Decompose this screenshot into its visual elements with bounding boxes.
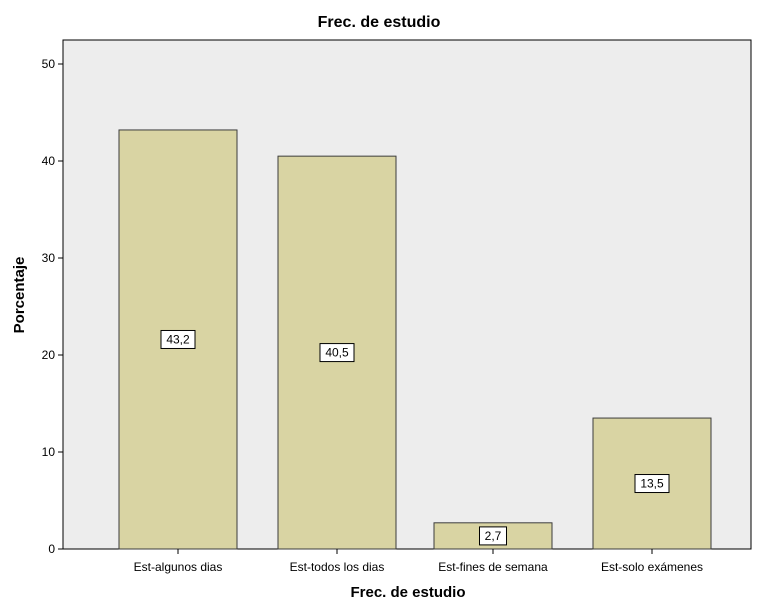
data-label-box [160,329,196,349]
x-tick-label: Est-algunos dias [134,560,223,574]
data-label: 43,2 [160,329,196,349]
data-label-text: 40,5 [325,346,349,360]
data-label-box [634,474,670,494]
x-axis: Est-algunos dias Est-todos los dias Est-fi… [134,549,703,574]
x-tick-label: Est-fines de semana [438,560,548,574]
y-axis: 0 10 20 30 40 50 [42,57,63,556]
data-labels-layer: 43,2 40,5 2,7 13,5 [160,329,670,546]
x-tick-label: Est-todos los dias [290,560,385,574]
y-tick-label: 10 [42,445,56,459]
y-tick-label: 20 [42,348,56,362]
y-tick-label: 30 [42,251,56,265]
y-tick-label: 40 [42,154,56,168]
x-tick-label: Est-solo exámenes [601,560,703,574]
data-label-text: 13,5 [640,477,664,491]
y-tick-label: 50 [42,57,56,71]
data-label-box [319,343,355,363]
data-label: 13,5 [634,474,670,494]
chart-title: Frec. de estudio [318,14,441,31]
x-axis-title: Frec. de estudio [350,584,465,601]
y-axis-title: Porcentaje [11,257,28,334]
data-label: 40,5 [319,343,355,363]
data-label-text: 2,7 [485,529,502,543]
data-label-box [479,526,507,546]
data-label-text: 43,2 [166,332,190,346]
y-tick-label: 0 [48,542,55,556]
data-label: 2,7 [479,526,507,546]
